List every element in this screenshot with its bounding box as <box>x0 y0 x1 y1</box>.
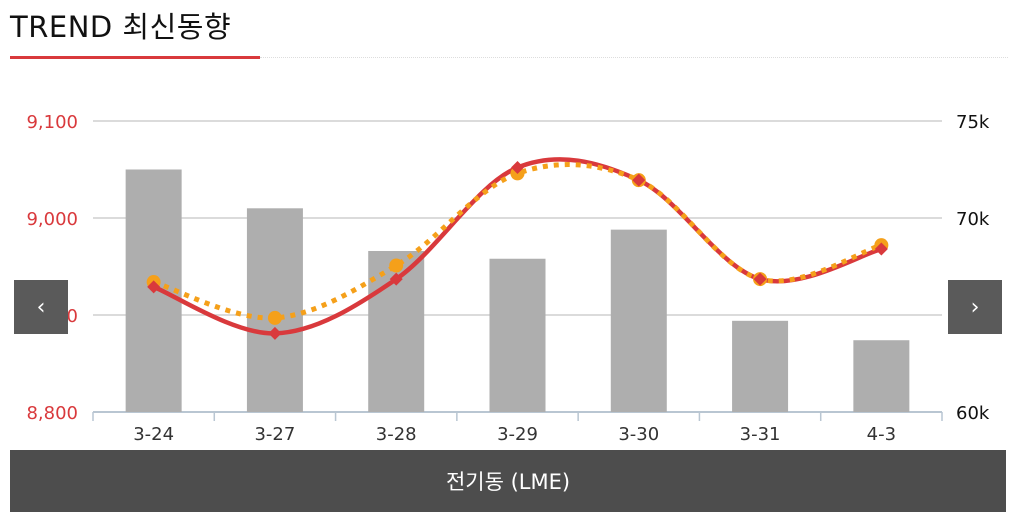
series-point-dotted <box>389 258 404 273</box>
page-title: TREND 최신동향 <box>10 10 232 44</box>
bar <box>489 258 546 412</box>
title-underline <box>10 56 260 59</box>
x-axis-tick-label: 3-24 <box>133 424 174 445</box>
series-point-solid <box>389 272 403 286</box>
bar <box>732 320 789 412</box>
x-axis-tick-label: 3-30 <box>618 424 659 445</box>
trend-chart: 8,8008,9009,0009,10060k65k70k75k3-243-27… <box>26 112 990 445</box>
right-axis-tick-label: 60k <box>956 403 990 424</box>
series-point-solid <box>874 242 888 256</box>
x-axis-tick-label: 4-3 <box>867 424 896 445</box>
chevron-right-icon: › <box>970 294 980 320</box>
x-axis-tick-label: 3-29 <box>497 424 538 445</box>
x-axis-tick-label: 3-28 <box>376 424 417 445</box>
left-axis-tick-label: 9,100 <box>26 112 78 133</box>
metal-selector-bar[interactable]: 전기동 (LME) <box>10 450 1006 512</box>
metal-selector-label: 전기동 (LME) <box>445 470 571 494</box>
series-point-solid <box>632 173 646 187</box>
chart-next-button[interactable]: › <box>948 280 1002 334</box>
title-divider <box>260 57 1008 58</box>
series-point-solid <box>753 272 767 286</box>
left-axis-tick-label: 9,000 <box>26 209 78 230</box>
right-axis-tick-label: 75k <box>956 112 990 133</box>
right-axis-tick-label: 70k <box>956 209 990 230</box>
bar <box>610 229 667 412</box>
series-point-dotted <box>267 310 282 325</box>
series-point-solid <box>147 280 161 294</box>
x-axis-tick-label: 3-27 <box>254 424 295 445</box>
bar <box>853 340 910 412</box>
x-axis-tick-label: 3-31 <box>740 424 781 445</box>
series-point-solid <box>268 326 282 340</box>
chart-prev-button[interactable]: ‹ <box>14 280 68 334</box>
left-axis-tick-label: 8,800 <box>26 403 78 424</box>
chevron-left-icon: ‹ <box>36 294 46 320</box>
series-point-solid <box>511 161 524 175</box>
bar <box>246 208 303 412</box>
